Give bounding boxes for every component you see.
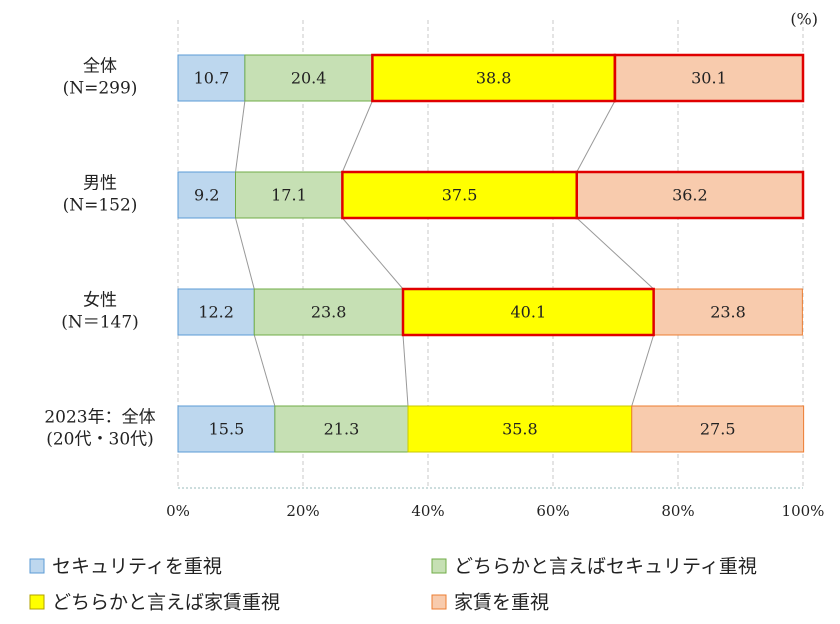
value-label: 35.8 <box>502 420 538 439</box>
x-tick-label: 80% <box>661 502 694 520</box>
category-label: 男性 <box>83 174 117 194</box>
highlight-border <box>401 287 655 337</box>
bar-segment <box>653 288 803 336</box>
value-label: 20.4 <box>291 69 327 88</box>
legend-swatch <box>29 594 45 610</box>
bar-segment <box>235 171 343 219</box>
legend-swatch <box>431 594 447 610</box>
x-tick-label: 20% <box>286 502 319 520</box>
connector-line <box>341 217 404 290</box>
category-label: (20代・30代) <box>46 430 154 450</box>
category-label: 女性 <box>83 291 117 311</box>
connector-line <box>631 334 655 407</box>
legend-label: 家賃を重視 <box>454 592 549 614</box>
bar-segment <box>631 405 805 453</box>
value-label: 10.7 <box>194 69 230 88</box>
connector-line <box>402 334 409 407</box>
bar-segment <box>407 405 633 453</box>
bar-segment <box>244 54 373 102</box>
category-label: 全体 <box>83 57 117 77</box>
connector-line <box>235 217 255 290</box>
category-label: (N＝147) <box>61 313 139 333</box>
legend-swatch <box>29 558 45 574</box>
bar-segment <box>177 288 255 336</box>
value-label: 23.8 <box>710 303 746 322</box>
highlight-border <box>575 170 805 220</box>
legend-swatch <box>431 558 447 574</box>
connector-line <box>576 100 616 173</box>
value-label: 36.2 <box>672 186 708 205</box>
value-label: 37.5 <box>442 186 478 205</box>
bar-segment <box>341 171 578 219</box>
legend-label: どちらかと言えば家賃重視 <box>52 592 280 614</box>
value-label: 9.2 <box>194 186 219 205</box>
unit-label: (%) <box>790 10 818 29</box>
category-label: (N=299) <box>63 79 138 99</box>
value-label: 27.5 <box>700 420 736 439</box>
bar-segment <box>177 54 246 102</box>
value-label: 21.3 <box>324 420 360 439</box>
value-label: 38.8 <box>476 69 512 88</box>
value-label: 40.1 <box>511 303 547 322</box>
value-label: 15.5 <box>209 420 245 439</box>
connector-line <box>235 100 246 173</box>
x-tick-label: 100% <box>782 502 825 520</box>
x-tick-label: 40% <box>411 502 444 520</box>
connector-line <box>253 334 276 407</box>
bar-segment <box>402 288 655 336</box>
connector-line <box>341 100 373 173</box>
value-label: 30.1 <box>691 69 727 88</box>
category-label: 2023年：全体 <box>44 408 155 428</box>
legend-label: セキュリティを重視 <box>52 556 222 578</box>
x-tick-label: 60% <box>536 502 569 520</box>
bar-segment <box>177 171 236 219</box>
legend-label: どちらかと言えばセキュリティ重視 <box>454 556 757 578</box>
value-label: 23.8 <box>311 303 347 322</box>
connector-line <box>576 217 654 290</box>
highlight-border <box>613 53 805 103</box>
value-label: 17.1 <box>271 186 307 205</box>
category-label: (N=152) <box>63 196 138 216</box>
value-label: 12.2 <box>198 303 234 322</box>
x-tick-label: 0% <box>166 502 190 520</box>
bar-segment <box>177 405 276 453</box>
